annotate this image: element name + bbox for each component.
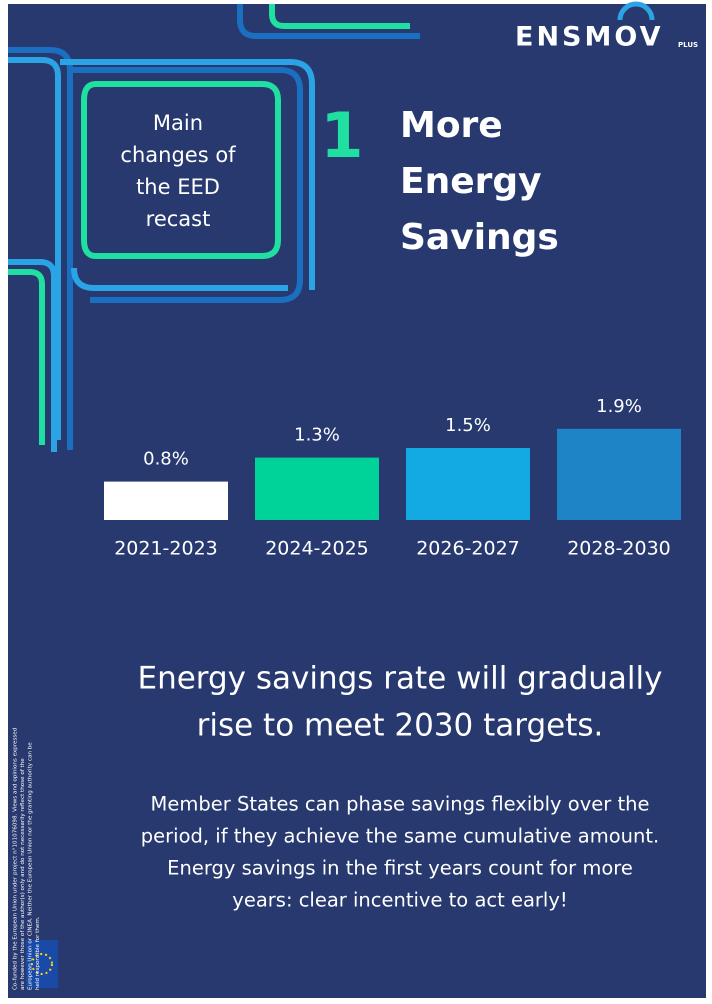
bar xyxy=(406,448,530,520)
title: Energy xyxy=(400,161,542,202)
disclaimer-line: European Union or CINEA. Neither the Eur… xyxy=(28,742,34,990)
category-label: 2028-2030 xyxy=(567,538,671,560)
headline: rise to meet 2030 targets. xyxy=(197,708,604,744)
disclaimer-line: Co-funded by the European Union under pr… xyxy=(13,727,19,990)
box-text: the EED xyxy=(136,175,220,199)
paragraph: period, if they achieve the same cumulat… xyxy=(141,825,659,848)
disclaimer-line: held responsible for them. xyxy=(35,916,41,990)
title: More xyxy=(400,105,503,146)
section-number: 1 xyxy=(320,99,363,172)
logo-suffix: PLUS xyxy=(678,41,698,49)
paragraph: Member States can phase savings flexibly… xyxy=(151,793,650,816)
disclaimer-line: are however those of the author(s) only … xyxy=(20,758,26,990)
logo-name: ENSMOV xyxy=(515,22,663,53)
headline: Energy savings rate will gradually xyxy=(137,661,662,697)
category-label: 2021-2023 xyxy=(114,538,218,560)
page: ENSMOV PLUS 1 Main changes of the EED recas… xyxy=(0,0,712,1004)
box-text: Main xyxy=(153,111,203,135)
bar xyxy=(104,482,228,520)
infographic: ENSMOV PLUS 1 Main changes of the EED recas… xyxy=(0,0,712,1004)
box-text: changes of xyxy=(120,143,236,167)
value-label: 1.9% xyxy=(596,396,642,417)
category-label: 2024-2025 xyxy=(265,538,369,560)
title: Savings xyxy=(400,217,559,258)
value-label: 1.3% xyxy=(294,425,340,446)
value-label: 0.8% xyxy=(143,449,189,470)
value-label: 1.5% xyxy=(445,415,491,436)
box-text: recast xyxy=(146,207,211,231)
paragraph: Energy savings in the first years count … xyxy=(167,857,633,880)
paragraph: years: clear incentive to act early! xyxy=(232,889,567,912)
bar xyxy=(255,458,379,520)
bar xyxy=(557,429,681,520)
category-label: 2026-2027 xyxy=(416,538,520,560)
